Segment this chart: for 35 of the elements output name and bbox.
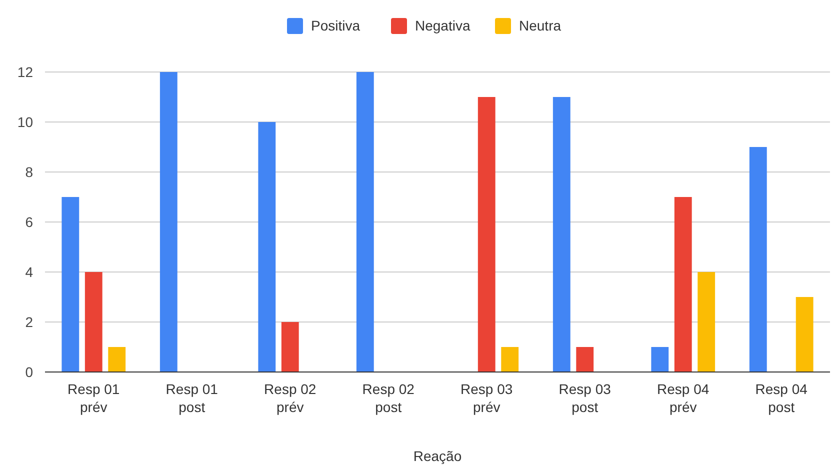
y-tick-label: 2 [25, 314, 34, 330]
bar [576, 347, 594, 372]
bar [258, 122, 276, 372]
bar [552, 97, 570, 372]
y-tick-label: 0 [25, 364, 34, 380]
x-tick-label: Resp 01 prév [68, 381, 120, 415]
y-tick-label: 12 [17, 64, 34, 80]
bar [749, 147, 767, 372]
bar [281, 322, 299, 372]
x-tick-label: Resp 04 post [755, 381, 808, 415]
legend-label: Neutra [519, 18, 562, 34]
x-tick-label: Resp 03 post [558, 381, 612, 415]
bar [651, 347, 669, 372]
bar [796, 297, 814, 372]
y-tick-label: 6 [25, 214, 34, 230]
bar [160, 72, 178, 372]
x-tick-label: Resp 01 post [166, 381, 218, 415]
x-tick-label: Resp 02 post [362, 381, 415, 415]
y-tick-label: 10 [17, 114, 34, 130]
bar [108, 347, 126, 372]
legend-label: Negativa [415, 18, 470, 34]
legend-label: Positiva [311, 18, 360, 34]
bar [356, 72, 374, 372]
y-tick-label: 4 [25, 264, 34, 280]
y-tick-label: 8 [25, 164, 34, 180]
bar [698, 272, 716, 372]
bar [501, 347, 519, 372]
x-tick-label: Resp 02 prév [264, 381, 316, 415]
bar [478, 97, 496, 372]
x-axis-title: Reação [413, 448, 462, 464]
bar [674, 197, 692, 372]
x-tick-label: Resp 03 prév [460, 381, 513, 415]
bar [62, 197, 80, 372]
x-tick-label: Resp 04 prév [657, 381, 710, 415]
bar [84, 272, 102, 372]
